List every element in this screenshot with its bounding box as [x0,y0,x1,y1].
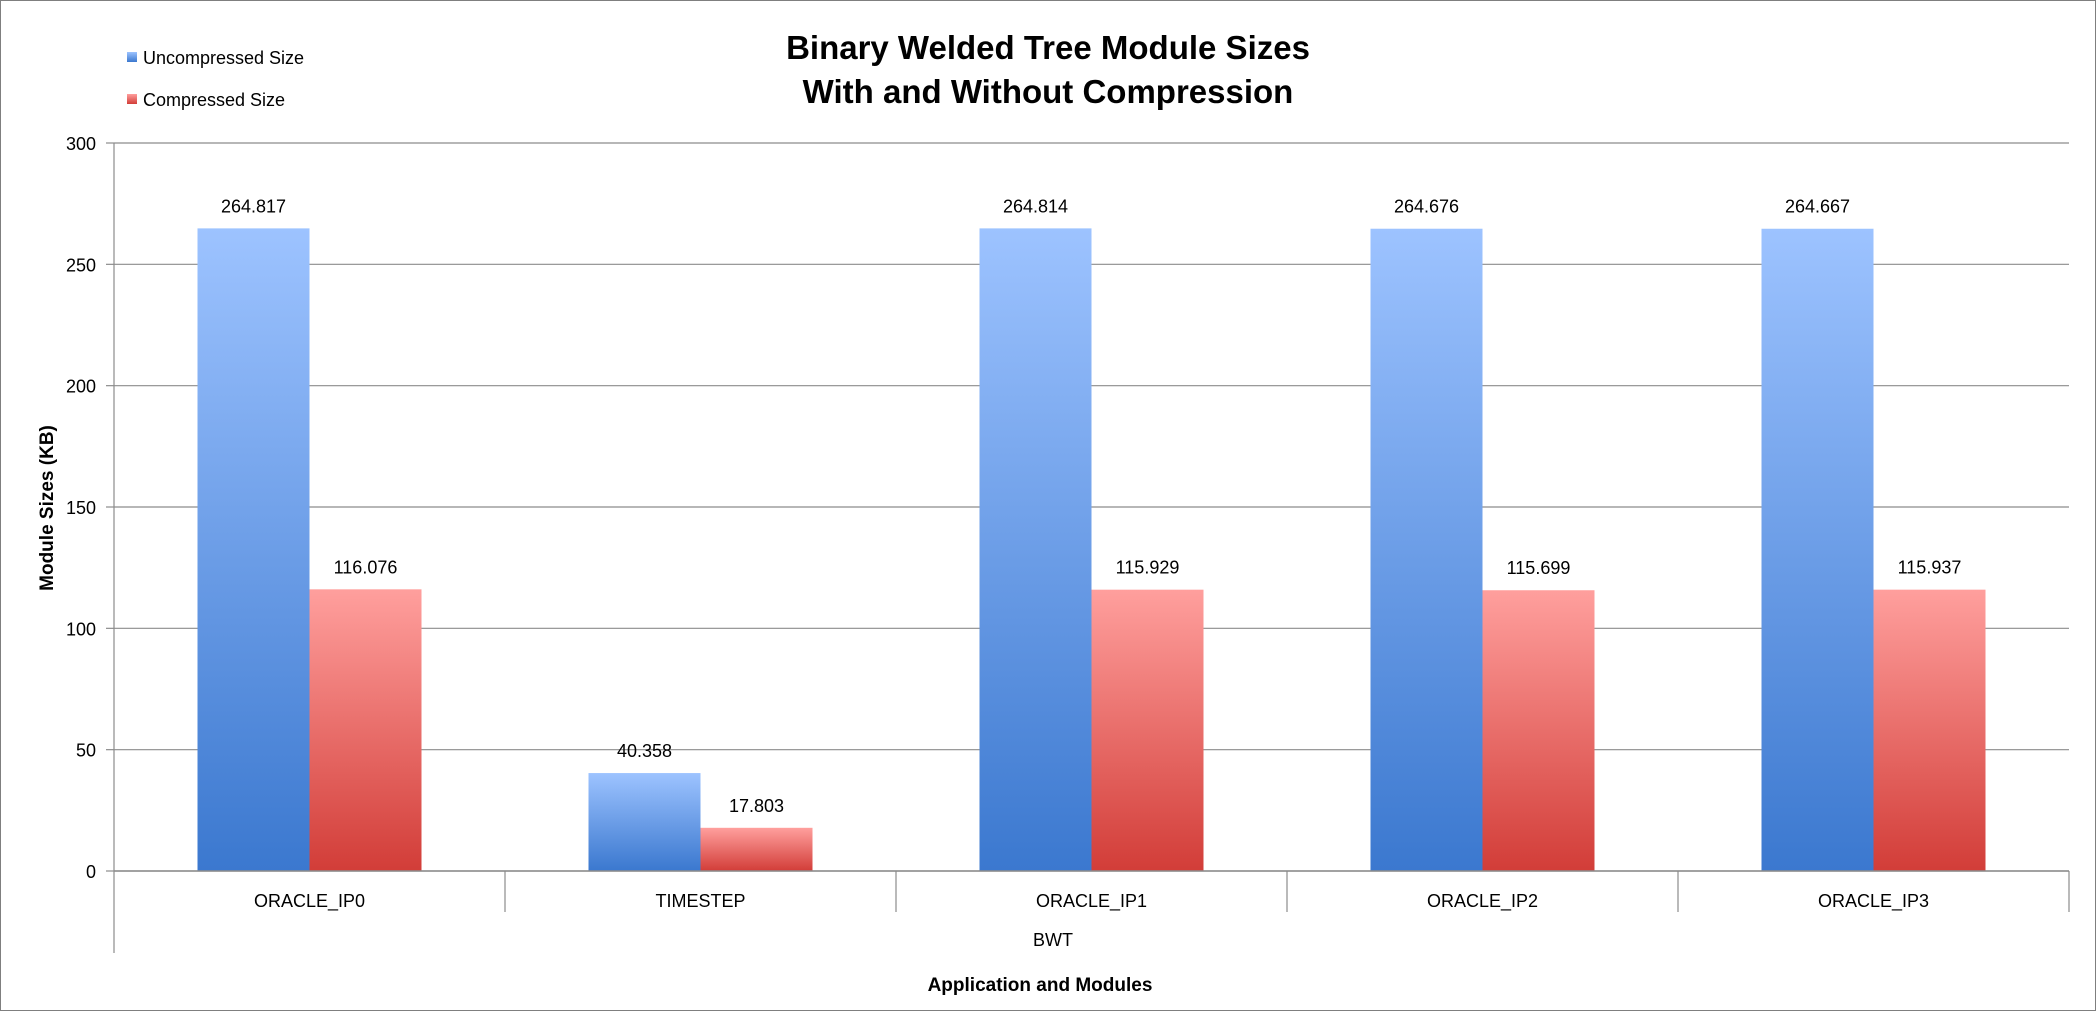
y-tick-label: 100 [66,619,96,639]
bar-value-label: 115.929 [1116,558,1180,578]
bar-uncompressed [588,773,701,871]
bar-uncompressed [197,228,310,871]
bar-value-label: 17.803 [729,796,784,816]
y-tick-label: 50 [76,741,96,761]
bar-value-label: 116.076 [334,557,398,577]
x-category-label: ORACLE_IP3 [1818,891,1929,912]
chart-title-line-1: Binary Welded Tree Module Sizes [786,29,1310,66]
y-axis-title: Module Sizes (KB) [37,425,58,591]
legend-label-compressed: Compressed Size [143,90,285,110]
y-tick-label: 250 [66,255,96,275]
x-axis-title: Application and Modules [928,975,1153,996]
bar-uncompressed [1761,228,1874,872]
bar-value-label: 264.676 [1394,197,1459,217]
bar-value-label: 264.817 [221,196,286,216]
bar-value-label: 264.667 [1785,197,1850,217]
bar-compressed [309,589,422,871]
bars [197,228,1986,872]
bar-compressed [1873,589,1986,871]
bar-value-label: 115.699 [1507,558,1571,578]
legend-swatch-compressed [127,94,137,104]
legend-swatch-uncompressed [127,52,137,62]
y-tick-label: 150 [66,498,96,518]
y-tick-label: 0 [86,862,96,882]
data-labels: 264.817 116.076 40.358 17.803 264.814 115.929… [221,196,1961,815]
legend: Uncompressed Size Compressed Size [127,48,304,110]
bar-uncompressed [1370,228,1483,871]
x-category-label: ORACLE_IP0 [254,891,365,912]
x-category-label: ORACLE_IP1 [1036,891,1147,912]
axes: 0 50 100 150 200 250 300 ORACLE_IP0 TIMESTEP ORAC… [66,134,2070,953]
chart-title-line-2: With and Without Compression [803,73,1294,110]
legend-label-uncompressed: Uncompressed Size [143,48,304,68]
x-category-label: ORACLE_IP2 [1427,891,1538,912]
x-category-label: TIMESTEP [655,891,745,911]
y-tick-label: 200 [66,377,96,397]
bar-compressed [1091,589,1204,871]
bar-value-label: 264.814 [1003,196,1068,216]
bar-value-label: 115.937 [1898,558,1962,578]
bar-compressed [700,827,813,871]
group-label: BWT [1033,930,1073,950]
bar-compressed [1482,590,1595,871]
y-tick-label: 300 [66,134,96,154]
bar-uncompressed [979,228,1092,871]
bar-value-label: 40.358 [617,741,672,761]
